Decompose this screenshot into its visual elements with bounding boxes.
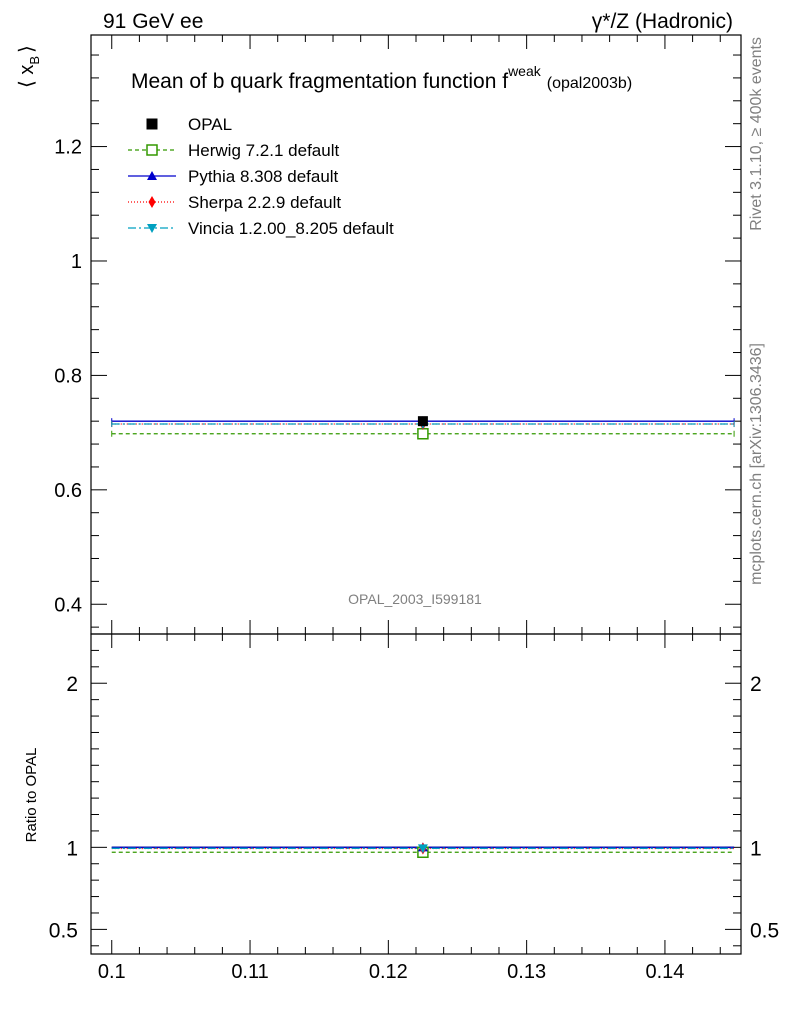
legend-marker <box>148 196 156 208</box>
analysis-watermark: OPAL_2003_I599181 <box>348 591 482 607</box>
main-y-axis-label: ⟨ xB ⟩ <box>16 45 42 88</box>
vincia-ratio-marker <box>417 844 428 854</box>
ratio-y-tick-label-left: 2 <box>66 673 78 696</box>
legend-label: Vincia 1.2.00_8.205 default <box>188 219 394 238</box>
legend-marker <box>147 224 157 233</box>
ratio-y-tick-label-right: 1 <box>750 837 762 860</box>
legend-marker <box>146 144 158 156</box>
ratio-y-axis-label: Ratio to OPAL <box>23 748 40 843</box>
markers-group <box>417 416 429 859</box>
legend-marker <box>147 171 157 180</box>
ratio-y-tick-label-right: 2 <box>750 673 762 696</box>
main-y-tick-label: 1.2 <box>54 137 82 159</box>
main-y-axis-label-tail: ⟩ <box>16 45 38 53</box>
axes-group: 0.1 0.11 0.12 0.13 0.14 0.4 0.6 0.8 1 1.2 0.5 0.5 1 1… <box>49 35 779 983</box>
legend-label: Pythia 8.308 default <box>188 167 339 186</box>
ratio-y-tick-label-right: 0.5 <box>750 919 779 942</box>
ratio-y-tick-label-left: 1 <box>66 837 78 860</box>
herwig-main-marker <box>417 428 429 440</box>
x-tick-label: 0.1 <box>98 961 126 983</box>
rivet-label: Rivet 3.1.10, ≥ 400k events <box>748 37 765 231</box>
main-y-axis-label-main: ⟨ x <box>16 65 38 88</box>
header-right-label: γ*/Z (Hadronic) <box>592 10 733 33</box>
chart-title: Mean of b quark fragmentation function f… <box>131 63 632 93</box>
x-tick-label: 0.14 <box>645 961 684 983</box>
main-y-axis-label-sub: B <box>27 56 42 65</box>
legend-label: Sherpa 2.2.9 default <box>188 193 341 212</box>
chart-title-suffix: (opal2003b) <box>547 75 632 92</box>
legend-marker <box>146 118 158 130</box>
chart-title-superscript: weak <box>507 63 542 79</box>
legend-label: OPAL <box>188 115 232 134</box>
series-lines-group <box>111 418 735 853</box>
ratio-plot-frame <box>90 633 742 955</box>
opal-data-marker <box>417 416 428 427</box>
main-y-tick-label: 0.8 <box>54 365 82 387</box>
x-tick-label: 0.13 <box>507 961 546 983</box>
x-tick-label: 0.12 <box>369 961 408 983</box>
main-y-tick-label: 1 <box>71 251 82 273</box>
mcplots-label: mcplots.cern.ch [arXiv:1306.3436] <box>748 343 765 585</box>
x-tick-label: 0.11 <box>231 961 268 983</box>
legend: OPAL Herwig 7.2.1 default Pythia 8.308 def… <box>128 115 394 238</box>
chart-title-main: Mean of b quark fragmentation function f <box>131 70 508 93</box>
header-left-label: 91 GeV ee <box>103 10 203 33</box>
main-y-tick-label: 0.4 <box>54 594 82 616</box>
ratio-y-tick-label-left: 0.5 <box>49 919 78 942</box>
legend-label: Herwig 7.2.1 default <box>188 141 339 160</box>
main-y-tick-label: 0.6 <box>54 480 82 502</box>
